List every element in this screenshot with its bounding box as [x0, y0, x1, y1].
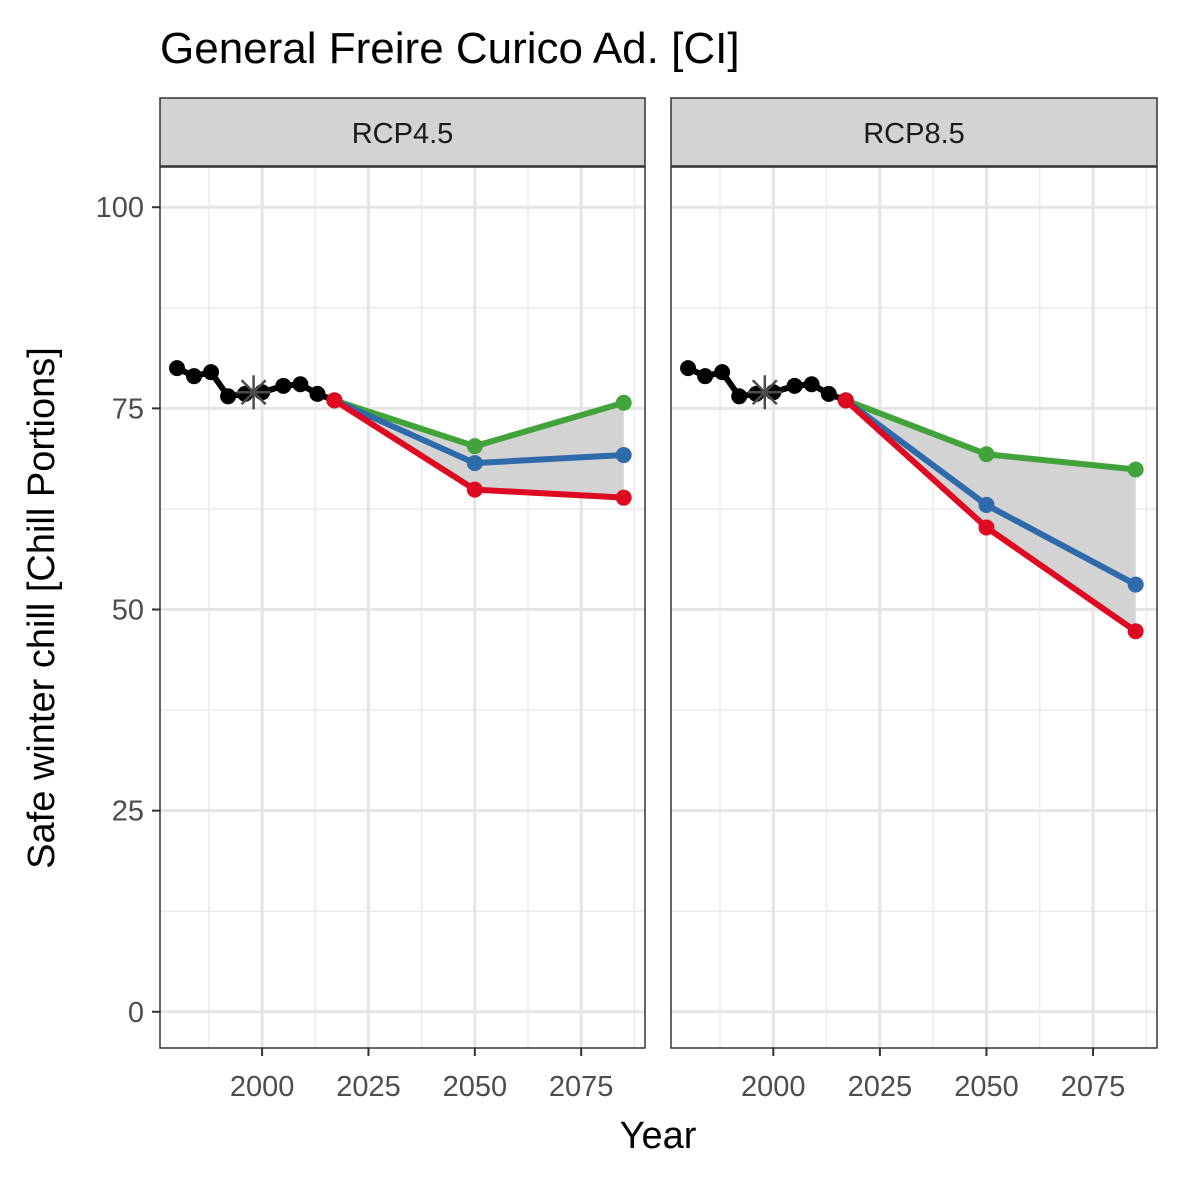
- historic-point: [680, 360, 697, 377]
- historic-point: [203, 364, 220, 381]
- pessimistic-point: [1127, 623, 1144, 640]
- strip-background: [670, 97, 1158, 167]
- y-axis-title: Safe winter chill [Chill Portions]: [21, 347, 63, 869]
- x-tick-label: 2075: [549, 1071, 614, 1103]
- historic-point: [220, 388, 237, 405]
- strip-label: RCP4.5: [352, 118, 454, 150]
- intermediate-point: [978, 496, 995, 513]
- historic-point: [714, 364, 731, 381]
- historic-point: [169, 360, 186, 377]
- x-tick-label: 2025: [848, 1071, 913, 1103]
- x-axis-title: Year: [620, 1115, 697, 1157]
- chart-title: General Freire Curico Ad. [CI]: [160, 24, 740, 73]
- x-tick-label: 2050: [954, 1071, 1019, 1103]
- y-tick-label: 100: [96, 192, 144, 224]
- panel-rcp45: RCP4.5 2000 2025 2050 2075 0 25 50 75 100: [96, 97, 646, 1103]
- historic-point: [786, 377, 803, 394]
- historic-point: [697, 368, 714, 385]
- pessimistic-point: [326, 392, 343, 409]
- optimistic-point: [1127, 461, 1144, 478]
- x-tick-label: 2000: [741, 1071, 806, 1103]
- optimistic-point: [978, 446, 995, 463]
- reference-point: [236, 375, 271, 410]
- pessimistic-point: [978, 519, 995, 536]
- x-tick-label: 2075: [1061, 1071, 1126, 1103]
- x-tick-label: 2050: [443, 1071, 508, 1103]
- strip-background: [159, 97, 646, 167]
- y-tick-label: 50: [112, 595, 144, 627]
- pessimistic-point: [466, 481, 483, 498]
- optimistic-point: [466, 438, 483, 455]
- strip-label: RCP8.5: [863, 118, 965, 150]
- intermediate-point: [466, 455, 483, 472]
- panel-border: [159, 166, 646, 1049]
- historic-point: [275, 377, 292, 394]
- y-tick-label: 0: [128, 997, 144, 1029]
- historic-point: [186, 368, 203, 385]
- y-tick-label: 25: [112, 796, 144, 828]
- panel-border: [670, 166, 1158, 1049]
- optimistic-point: [615, 394, 632, 411]
- plot-background: [160, 167, 645, 1048]
- pessimistic-point: [837, 392, 854, 409]
- pessimistic-point: [615, 489, 632, 506]
- y-tick-label: 75: [112, 393, 144, 425]
- intermediate-point: [1127, 576, 1144, 593]
- historic-point: [309, 385, 326, 402]
- historic-point: [820, 385, 837, 402]
- panel-rcp85: RCP8.5 2000 2025 2050 2075: [670, 97, 1158, 1103]
- plot-background: [671, 167, 1157, 1048]
- reference-point: [747, 375, 782, 410]
- x-tick-label: 2025: [336, 1071, 401, 1103]
- intermediate-point: [615, 447, 632, 464]
- x-tick-label: 2000: [230, 1071, 295, 1103]
- historic-point: [803, 376, 820, 393]
- uncertainty-band: [845, 400, 1136, 632]
- reference-stroke: [751, 379, 778, 406]
- historic-point: [292, 376, 309, 393]
- reference-stroke: [240, 379, 267, 406]
- historic-point: [731, 388, 748, 405]
